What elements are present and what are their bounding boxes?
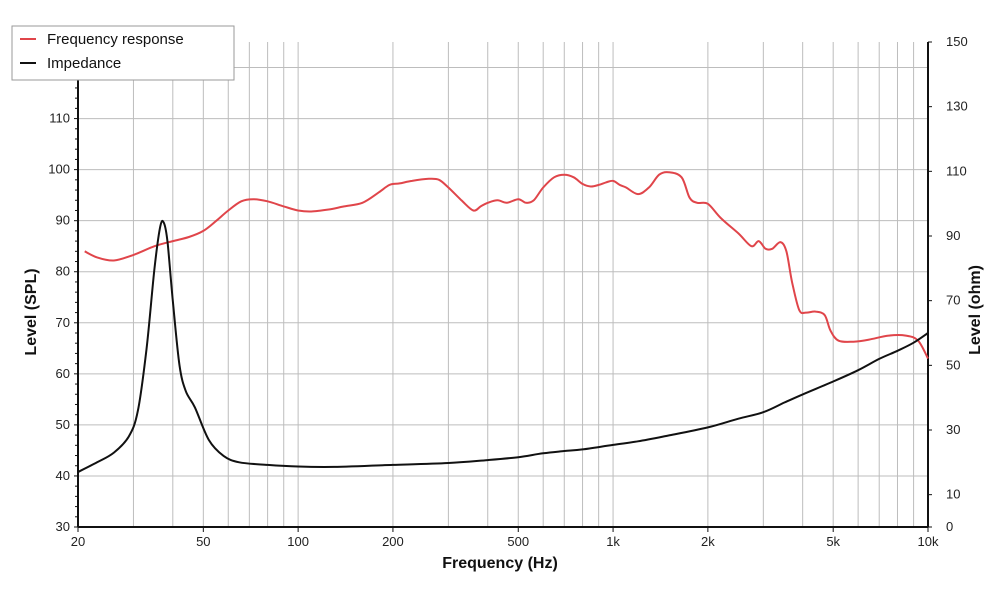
x-tick-label: 1k bbox=[606, 534, 620, 549]
left-tick-label: 90 bbox=[56, 213, 70, 228]
right-tick-label: 110 bbox=[946, 163, 967, 178]
x-axis-ticks: 20 50 100 200 500 1k 2k 5k 10k bbox=[71, 527, 939, 549]
x-tick-label: 200 bbox=[382, 534, 404, 549]
left-tick-label: 30 bbox=[56, 519, 70, 534]
grid bbox=[77, 42, 929, 528]
x-tick-label: 100 bbox=[287, 534, 309, 549]
right-tick-label: 70 bbox=[946, 293, 960, 308]
right-tick-label: 130 bbox=[946, 99, 968, 114]
legend: Frequency response Impedance bbox=[11, 25, 235, 81]
right-tick-label: 50 bbox=[946, 357, 960, 372]
left-tick-label: 80 bbox=[56, 264, 70, 279]
series-line-frequency-response bbox=[84, 171, 929, 359]
legend-label-frequency-response: Frequency response bbox=[47, 31, 184, 48]
left-tick-label: 100 bbox=[48, 162, 70, 177]
legend-label-impedance: Impedance bbox=[47, 55, 121, 72]
right-tick-label: 90 bbox=[946, 228, 960, 243]
x-tick-label: 20 bbox=[71, 534, 85, 549]
left-tick-label: 50 bbox=[56, 417, 70, 432]
x-tick-label: 500 bbox=[507, 534, 529, 549]
x-tick-label: 2k bbox=[701, 534, 715, 549]
left-tick-label: 70 bbox=[56, 315, 70, 330]
right-tick-label: 0 bbox=[946, 519, 953, 534]
x-tick-label: 50 bbox=[196, 534, 210, 549]
left-tick-label: 40 bbox=[56, 468, 70, 483]
left-axis-title: Level (SPL) bbox=[23, 268, 40, 355]
left-tick-label: 110 bbox=[49, 111, 70, 126]
right-tick-label: 30 bbox=[946, 422, 960, 437]
right-tick-label: 10 bbox=[946, 487, 960, 502]
right-tick-label: 150 bbox=[946, 34, 968, 49]
x-axis-title: Frequency (Hz) bbox=[442, 555, 558, 572]
series-line-impedance bbox=[77, 219, 929, 473]
right-axis-ticks: 0 10 30 50 70 90 110 130 150 bbox=[928, 34, 968, 534]
axes bbox=[77, 42, 929, 528]
legend-box bbox=[11, 25, 235, 81]
series-layer bbox=[77, 171, 929, 473]
x-tick-label: 10k bbox=[918, 534, 939, 549]
x-tick-label: 5k bbox=[826, 534, 840, 549]
left-axis-ticks: 30405060708090100110120 bbox=[48, 56, 78, 534]
left-tick-label: 60 bbox=[56, 366, 70, 381]
right-axis-title: Level (ohm) bbox=[967, 265, 984, 355]
